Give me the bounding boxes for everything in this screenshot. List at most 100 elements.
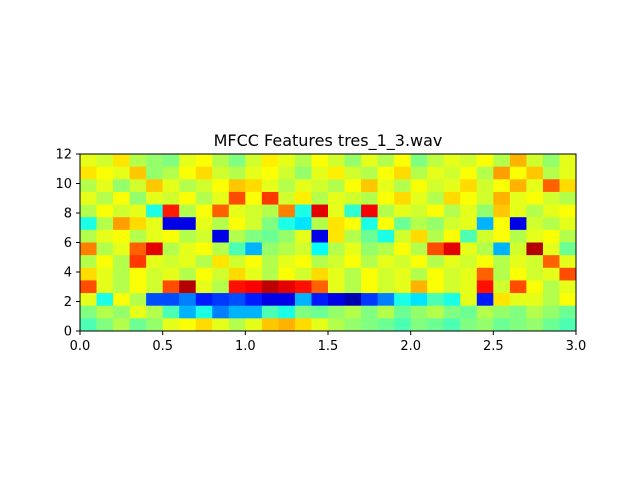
heatmap-cell <box>328 179 345 193</box>
heatmap-cell <box>476 305 494 319</box>
heatmap-cell <box>179 318 197 332</box>
heatmap-cell <box>195 267 213 281</box>
heatmap-cell <box>328 318 345 332</box>
heatmap-cell <box>294 179 312 193</box>
heatmap-cell <box>377 179 395 193</box>
heatmap-cell <box>344 204 362 218</box>
heatmap-cell <box>129 267 147 281</box>
y-tick-label: 2 <box>64 295 72 310</box>
heatmap-cell <box>195 305 213 319</box>
heatmap-cell <box>311 255 329 269</box>
heatmap-cell <box>261 229 279 243</box>
heatmap-cell <box>294 318 312 332</box>
heatmap-cell <box>559 318 577 332</box>
heatmap-cell <box>228 154 246 168</box>
heatmap-cell <box>427 229 445 243</box>
heatmap-cell <box>146 217 164 231</box>
heatmap-cell <box>162 154 180 168</box>
heatmap-cell <box>328 229 345 243</box>
heatmap-cell <box>179 242 197 256</box>
heatmap-cell <box>526 229 544 243</box>
heatmap-cell <box>294 229 312 243</box>
heatmap-cell <box>460 166 478 180</box>
heatmap-cell <box>261 242 279 256</box>
heatmap-cell <box>146 204 164 218</box>
heatmap-cell <box>493 293 511 307</box>
heatmap-cell <box>245 166 263 180</box>
heatmap-cell <box>361 154 378 168</box>
heatmap-cell <box>278 204 296 218</box>
heatmap-cell <box>129 229 147 243</box>
heatmap-cell <box>311 191 329 205</box>
heatmap-cell <box>460 305 478 319</box>
heatmap-cell <box>146 293 164 307</box>
heatmap-cell <box>377 229 395 243</box>
heatmap-cell <box>377 280 395 294</box>
heatmap-cell <box>80 179 97 193</box>
heatmap-cell <box>328 280 345 294</box>
heatmap-cell <box>509 154 527 168</box>
x-tick-label: 1.5 <box>318 339 339 354</box>
heatmap-cell <box>542 255 560 269</box>
heatmap-cell <box>361 204 378 218</box>
heatmap-cell <box>311 166 329 180</box>
heatmap-cell <box>294 293 312 307</box>
heatmap-cell <box>410 293 428 307</box>
heatmap-cell <box>509 229 527 243</box>
heatmap-cell <box>113 191 130 205</box>
heatmap-cell <box>294 255 312 269</box>
heatmap-cell <box>361 191 378 205</box>
heatmap-cell <box>377 154 395 168</box>
heatmap-cell <box>443 229 461 243</box>
y-tick-label: 4 <box>64 266 72 281</box>
heatmap-cell <box>195 318 213 332</box>
heatmap-cell <box>476 280 494 294</box>
heatmap-cell <box>559 229 577 243</box>
heatmap-cell <box>344 293 362 307</box>
heatmap-cell <box>162 217 180 231</box>
heatmap-cell <box>526 305 544 319</box>
heatmap-cell <box>162 305 180 319</box>
heatmap-cell <box>542 229 560 243</box>
heatmap-cell <box>162 166 180 180</box>
heatmap-cell <box>460 255 478 269</box>
heatmap-cell <box>129 255 147 269</box>
heatmap-cell <box>542 305 560 319</box>
heatmap-cell <box>162 242 180 256</box>
heatmap-cell <box>146 242 164 256</box>
heatmap-cell <box>146 191 164 205</box>
heatmap-cell <box>195 280 213 294</box>
heatmap-cell <box>493 179 511 193</box>
heatmap-cell <box>427 280 445 294</box>
heatmap-cell <box>344 242 362 256</box>
heatmap-cell <box>542 280 560 294</box>
heatmap-cell <box>460 267 478 281</box>
heatmap-cell <box>394 229 412 243</box>
heatmap-cell <box>559 166 577 180</box>
heatmap-cell <box>228 242 246 256</box>
heatmap-cell <box>96 293 114 307</box>
heatmap-cell <box>162 267 180 281</box>
x-tick-label: 0.5 <box>152 339 173 354</box>
heatmap-cell <box>377 217 395 231</box>
heatmap-cell <box>113 166 130 180</box>
heatmap-cell <box>443 154 461 168</box>
heatmap-cell <box>377 255 395 269</box>
heatmap-cell <box>509 305 527 319</box>
heatmap-cell <box>460 242 478 256</box>
heatmap-cell <box>443 242 461 256</box>
heatmap-cell <box>361 267 378 281</box>
heatmap-cell <box>212 217 230 231</box>
heatmap-cell <box>476 179 494 193</box>
heatmap-cell <box>96 318 114 332</box>
heatmap-cell <box>245 305 263 319</box>
heatmap-cell <box>228 166 246 180</box>
heatmap-cell <box>179 267 197 281</box>
heatmap-cell <box>195 166 213 180</box>
heatmap-cell <box>377 293 395 307</box>
heatmap-cell <box>410 154 428 168</box>
heatmap-cell <box>361 318 378 332</box>
heatmap-cell <box>493 217 511 231</box>
heatmap-cell <box>410 267 428 281</box>
